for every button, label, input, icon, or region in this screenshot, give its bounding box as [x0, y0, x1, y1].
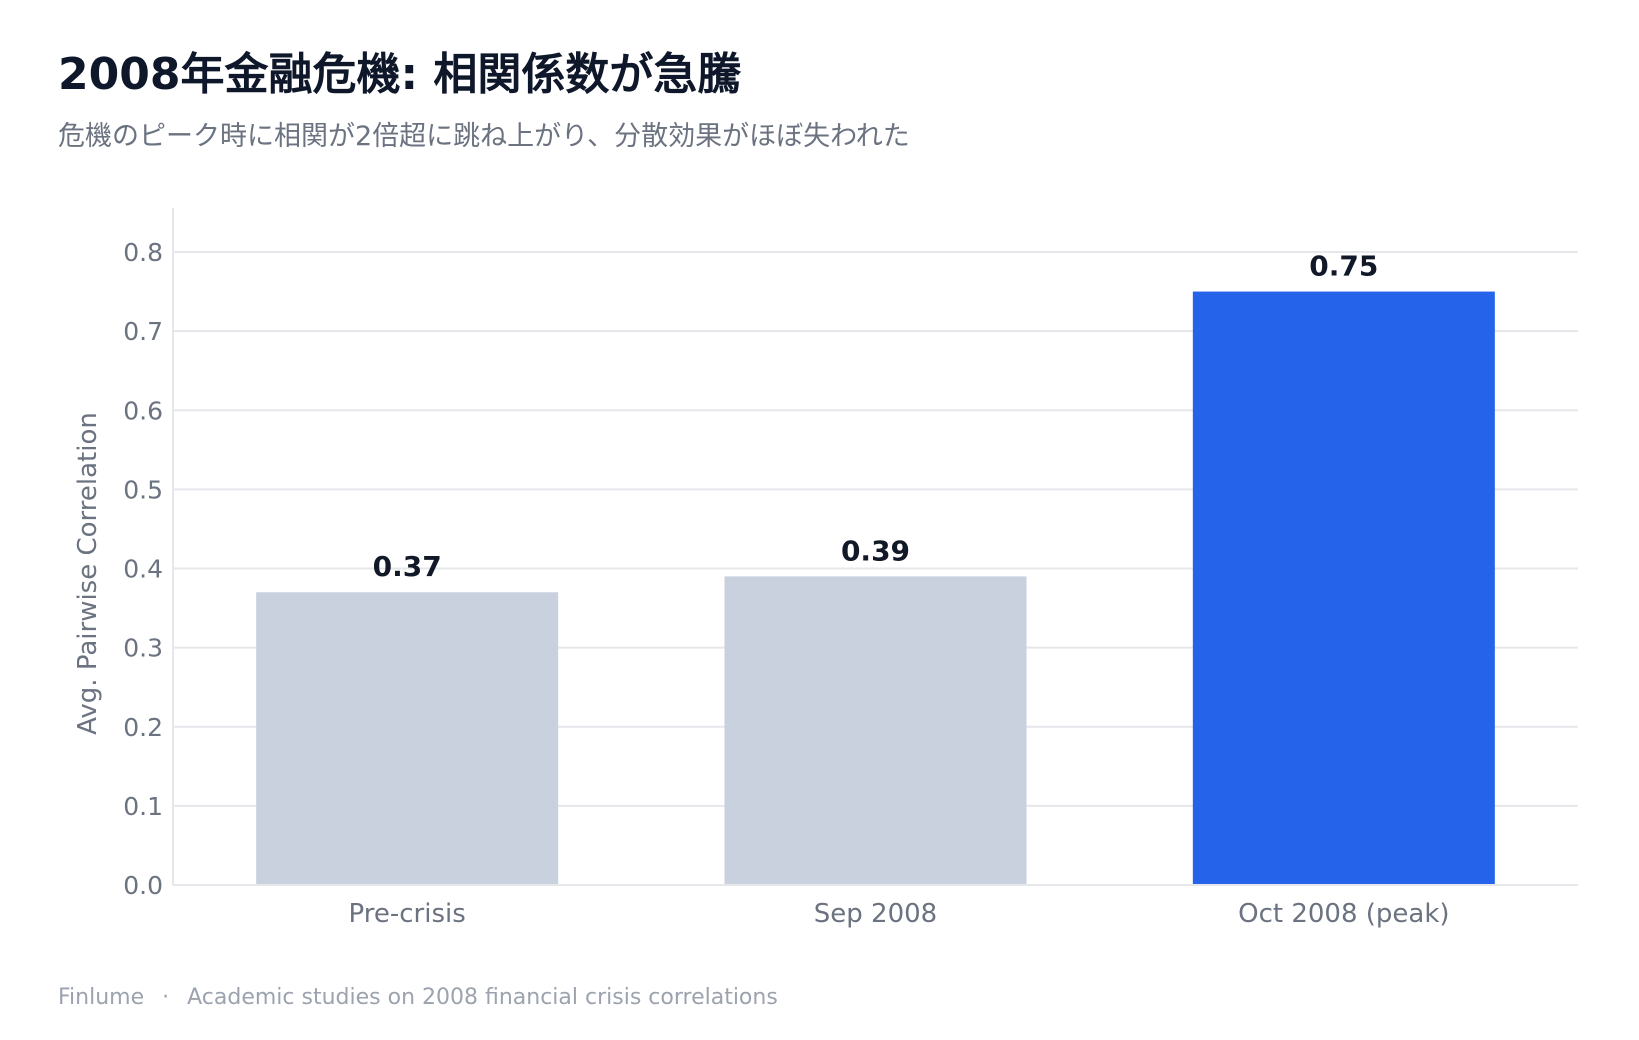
y-tick-label: 0.5: [123, 475, 163, 504]
x-axis-categories: Pre-crisis Sep 2008 Oct 2008 (peak): [349, 899, 1450, 929]
bars: [256, 291, 1495, 885]
y-tick-label: 0.6: [123, 396, 163, 425]
footer: Finlume · Academic studies on 2008 financi…: [58, 985, 778, 1010]
bar-value-label: 0.39: [841, 534, 910, 567]
x-category-label: Sep 2008: [814, 899, 937, 929]
y-axis-label: Avg. Pairwise Correlation: [73, 412, 103, 735]
chart-title: 2008年金融危機: 相関係数が急騰: [58, 49, 742, 100]
y-tick-label: 0.7: [123, 317, 163, 346]
bar: [724, 576, 1027, 885]
y-tick-label: 0.8: [123, 238, 163, 267]
value-labels: 0.37 0.39 0.75: [373, 250, 1379, 584]
footer-separator: ·: [162, 985, 170, 1010]
y-axis-ticks: 0.0 0.1 0.2 0.3 0.4 0.5 0.6 0.7 0.8: [123, 238, 163, 900]
footer-source: Academic studies on 2008 financial crisi…: [187, 985, 778, 1010]
footer-brand: Finlume: [58, 985, 145, 1010]
y-tick-label: 0.0: [123, 871, 163, 900]
y-tick-label: 0.4: [123, 555, 163, 584]
bar: [256, 592, 559, 885]
chart-subtitle: 危機のピーク時に相関が2倍超に跳ね上がり、分散効果がほぼ失われた: [58, 121, 910, 152]
x-category-label: Pre-crisis: [349, 899, 466, 929]
y-tick-label: 0.3: [123, 634, 163, 663]
bar-chart: 0.0 0.1 0.2 0.3 0.4 0.5 0.6 0.7 0.8 0.37 0.39 0.75…: [73, 208, 1578, 929]
x-category-label: Oct 2008 (peak): [1238, 899, 1449, 929]
bar: [1192, 291, 1495, 885]
y-tick-label: 0.1: [123, 792, 163, 821]
bar-value-label: 0.75: [1309, 250, 1378, 283]
y-tick-label: 0.2: [123, 713, 163, 742]
bar-value-label: 0.37: [373, 550, 442, 583]
